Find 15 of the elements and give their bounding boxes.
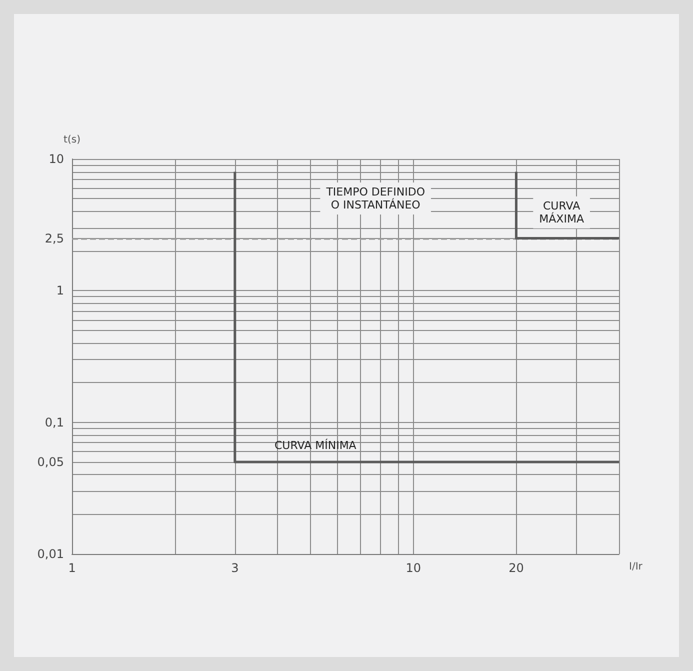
- y-tick-label: 0,01: [37, 547, 64, 561]
- y-tick-label: 0,05: [37, 454, 64, 469]
- y-tick-label: 1: [56, 284, 64, 298]
- annotation: CURVA MÍNIMA: [274, 438, 357, 452]
- annotation: TIEMPO DEFINIDO O INSTANTÁNEO: [325, 186, 426, 212]
- x-tick-label: 1: [68, 561, 76, 575]
- y-tick-label: 2,5: [44, 231, 64, 246]
- y-tick-label: 10: [48, 152, 64, 166]
- y-tick-label: 0,1: [44, 415, 64, 430]
- x-tick-label: 20: [508, 561, 524, 575]
- x-tick-label: 3: [231, 561, 239, 575]
- annotation: CURVA MÁXIMA: [539, 199, 584, 226]
- x-tick-label: 10: [406, 561, 422, 575]
- y-axis-title: t(s): [64, 134, 81, 146]
- x-axis-title: I/Ir: [629, 562, 644, 572]
